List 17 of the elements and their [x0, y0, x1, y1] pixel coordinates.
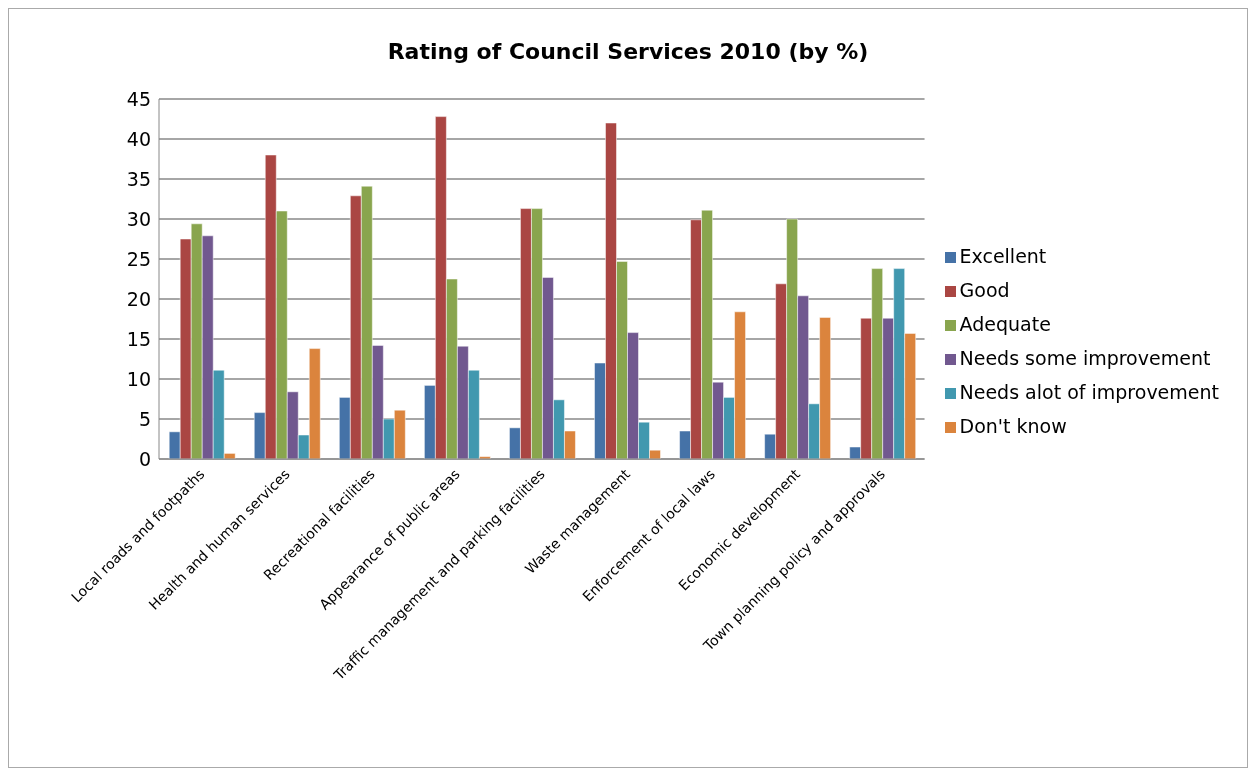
legend-label: Excellent — [959, 245, 1047, 267]
y-tick-label: 5 — [138, 407, 151, 430]
legend-label: Good — [959, 279, 1010, 301]
legend-label: Adequate — [959, 313, 1051, 335]
y-tick-label: 30 — [126, 207, 151, 230]
y-tick-label: 40 — [126, 127, 151, 150]
y-tick-label: 25 — [126, 247, 151, 270]
chart-title: Rating of Council Services 2010 (by %) — [386, 38, 870, 66]
y-tick-label: 0 — [138, 447, 151, 470]
y-tick-label: 15 — [126, 327, 151, 350]
legend-label: Needs some improvement — [959, 347, 1211, 369]
y-tick-label: 35 — [126, 167, 151, 190]
y-tick-label: 10 — [126, 367, 151, 390]
legend-label: Don't know — [959, 415, 1067, 437]
legend-label: Needs alot of improvement — [959, 381, 1219, 403]
y-tick-label: 20 — [126, 287, 151, 310]
y-tick-label: 45 — [126, 87, 151, 110]
